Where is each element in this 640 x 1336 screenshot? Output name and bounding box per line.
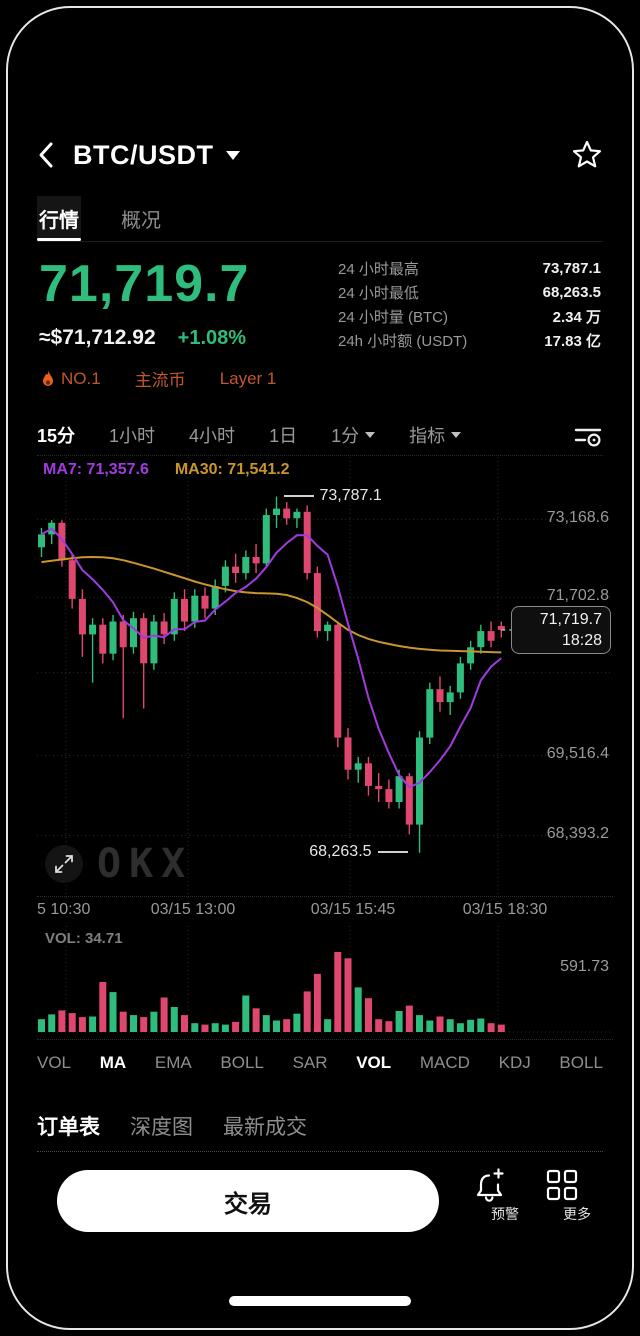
ma30-label: MA30: 71,541.2 [174,461,290,478]
tf-1d[interactable]: 1日 [269,425,298,446]
volume-chart[interactable]: VOL: 34.71 591.73 [37,926,613,1040]
y-axis-label: 71,702.8 [546,587,609,605]
caret-down-icon [451,431,462,438]
caret-down-icon[interactable] [225,150,240,160]
x-axis-label: 03/15 18:30 [462,901,548,918]
grid-icon [546,1169,578,1201]
bottom-bar: 交易 预警 更多 [37,1166,603,1246]
y-axis-label: 69,516.4 [546,745,609,763]
flame-icon [43,369,53,386]
price-chart[interactable]: MA7: 71,357.6 MA30: 71,541.2 73,168.6 71… [37,457,613,902]
bell-plus-icon [476,1168,504,1202]
x-axis-label: 03/15 15:45 [310,901,396,918]
fiat-price: ≈$71,712.92 [39,326,156,349]
indicator-dropdown[interactable]: 指标 [409,422,462,448]
volume-axis-max: 591.73 [560,958,609,975]
tab-overview[interactable]: 概况 [121,210,161,232]
chart-settings-icon[interactable] [573,421,603,449]
stats-panel: 24 小时最高 73,787.1 24 小时最低 68,263.5 24 小时量 (… [338,256,601,352]
ma7-label: MA7: 71,357.6 [43,461,149,478]
order-tab-row: 订单表 深度图 最新成交 [37,1100,603,1152]
stat-row: 24 小时最高 73,787.1 [338,259,601,278]
tab-market[interactable]: 行情 [37,196,81,241]
fullscreen-icon[interactable] [45,845,83,883]
tf-1m-dropdown[interactable]: 1分 [331,422,376,448]
candlestick-canvas[interactable] [37,457,613,902]
low-annotation: 68,263.5 [208,843,408,861]
indicator-boll2[interactable]: BOLL [559,1053,603,1072]
stat-row: 24h 小时额 (USDT) 17.83 亿 [338,332,601,350]
trade-button[interactable]: 交易 [57,1170,439,1232]
y-axis-label: 73,168.6 [546,509,609,527]
indicator-ema[interactable]: EMA [154,1053,192,1072]
caret-down-icon [365,431,376,438]
y-axis-label: 68,393.2 [546,825,609,843]
tf-4h[interactable]: 4小时 [189,425,236,446]
tab-depth-chart[interactable]: 深度图 [130,1115,193,1139]
top-tabs: 行情 概况 [37,196,603,242]
more-button[interactable]: 更多 [545,1168,609,1224]
change-percent: +1.08% [177,327,247,349]
header: BTC/USDT [37,132,603,178]
tab-order-book[interactable]: 订单表 [37,1115,100,1139]
pair-title[interactable]: BTC/USDT [73,139,214,170]
okx-logo: OKX [97,841,194,887]
indicator-vol-sub[interactable]: VOL [356,1053,392,1072]
x-axis: 5 10:30 03/15 13:00 03/15 15:45 03/15 18… [37,896,613,922]
indicator-vol[interactable]: VOL [37,1053,72,1072]
x-axis-label: 03/15 13:00 [150,901,236,918]
home-indicator[interactable] [229,1296,411,1306]
indicator-sar[interactable]: SAR [292,1053,328,1072]
stat-row: 24 小时最低 68,263.5 [338,283,601,302]
indicator-macd[interactable]: MACD [419,1053,470,1072]
badge-time: 18:28 [561,631,602,649]
app-screen: BTC/USDT 行情 概况 71,719.7 ≈$71,712.92 +1.0… [8,8,632,1328]
phone-frame: BTC/USDT 行情 概况 71,719.7 ≈$71,712.92 +1.0… [6,6,634,1330]
chart-watermark: OKX [45,841,193,887]
last-price: 71,719.7 [39,255,250,313]
x-axis-label: 5 10:30 [37,901,91,918]
back-button[interactable] [37,138,67,172]
chevron-left-icon [39,142,53,168]
current-price-badge: 71,719.7 18:28 [511,605,611,654]
alert-button[interactable]: 预警 [473,1168,537,1224]
volume-canvas[interactable] [37,926,613,1038]
volume-label: VOL: 34.71 [45,930,123,947]
category-badge-mainstream[interactable]: 主流币 [134,371,186,390]
badge-row: NO.1 主流币 Layer 1 [41,366,276,391]
more-label: 更多 [563,1206,591,1222]
badge-price: 71,719.7 [539,610,602,628]
stat-row: 24 小时量 (BTC) 2.34 万 [338,308,601,326]
high-annotation: 73,787.1 [283,487,382,505]
ma-legend: MA7: 71,357.6 MA30: 71,541.2 [43,461,290,479]
tab-latest-trades[interactable]: 最新成交 [223,1115,307,1139]
indicator-boll[interactable]: BOLL [220,1053,264,1072]
fiat-row: ≈$71,712.92 +1.08% [39,326,246,350]
tf-1h[interactable]: 1小时 [109,425,156,446]
indicator-ma[interactable]: MA [99,1053,127,1072]
indicator-kdj[interactable]: KDJ [498,1053,531,1072]
timeframe-row: 15分 1小时 4小时 1日 1分 指标 [37,414,603,456]
indicator-tab-row: VOL MA EMA BOLL SAR VOL MACD KDJ BOLL [37,1046,603,1080]
favorite-star-icon[interactable] [571,139,603,171]
alert-label: 预警 [491,1206,519,1222]
category-badge-layer1[interactable]: Layer 1 [219,368,277,388]
tf-15m[interactable]: 15分 [37,425,76,446]
rank-badge[interactable]: NO.1 [41,369,101,389]
